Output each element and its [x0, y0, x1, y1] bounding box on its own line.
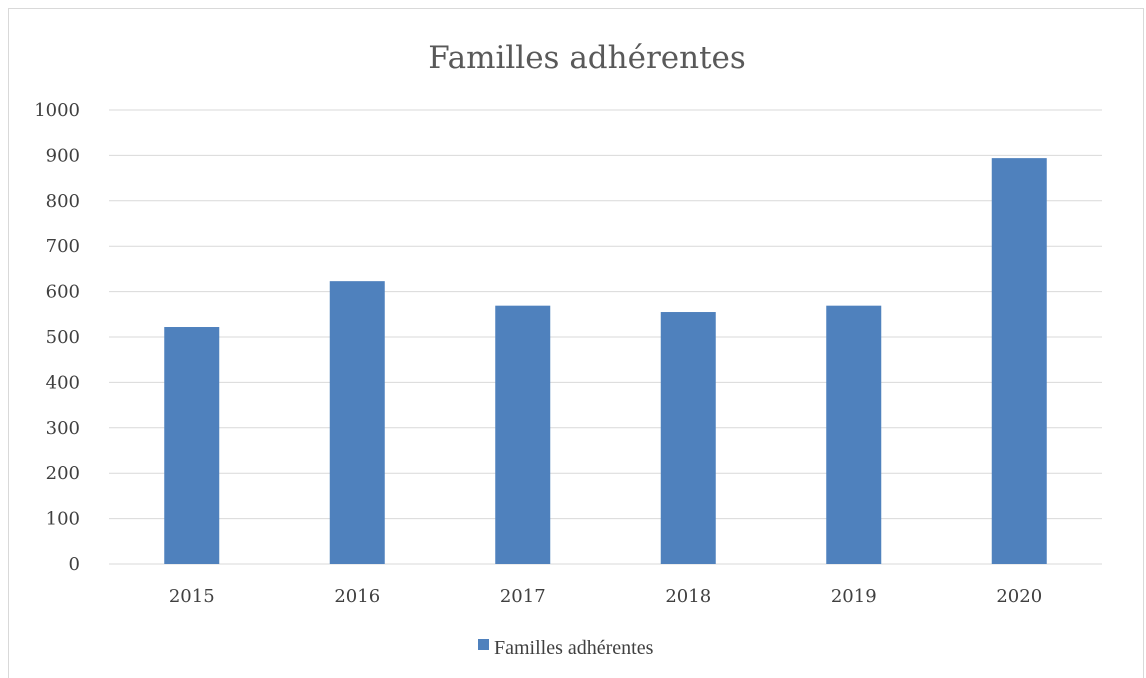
y-axis-ticks: 0 100 200 300 400 500 600 700 800 900 1000	[34, 100, 80, 575]
x-tick-label: 2019	[831, 586, 877, 607]
y-tick-label: 100	[46, 509, 80, 530]
legend: Familles adhérentes	[478, 637, 654, 659]
y-tick-label: 200	[46, 463, 80, 484]
bar-2017	[495, 305, 551, 564]
x-tick-label: 2020	[996, 586, 1042, 607]
y-tick-label: 0	[69, 554, 80, 575]
legend-swatch	[478, 639, 489, 650]
legend-label: Familles adhérentes	[494, 637, 654, 659]
x-axis-ticks: 2015 2016 2017 2018 2019 2020	[169, 586, 1042, 607]
y-tick-label: 600	[46, 282, 80, 303]
y-tick-label: 900	[46, 145, 80, 166]
bar-2018	[660, 312, 716, 564]
y-tick-label: 800	[46, 191, 80, 212]
x-tick-label: 2017	[500, 586, 546, 607]
y-tick-label: 700	[46, 236, 80, 257]
chart-title: Familles adhérentes	[428, 40, 746, 76]
y-tick-label: 400	[46, 372, 80, 393]
bar-2016	[329, 281, 385, 564]
x-tick-label: 2018	[665, 586, 711, 607]
gridlines	[109, 109, 1102, 565]
y-tick-label: 1000	[34, 100, 80, 121]
bars	[164, 158, 1047, 564]
y-tick-label: 300	[46, 418, 80, 439]
x-tick-label: 2015	[169, 586, 215, 607]
bar-2019	[826, 305, 882, 564]
x-tick-label: 2016	[334, 586, 380, 607]
bar-2015	[164, 327, 220, 564]
bar-2020	[991, 158, 1047, 564]
y-tick-label: 500	[46, 327, 80, 348]
